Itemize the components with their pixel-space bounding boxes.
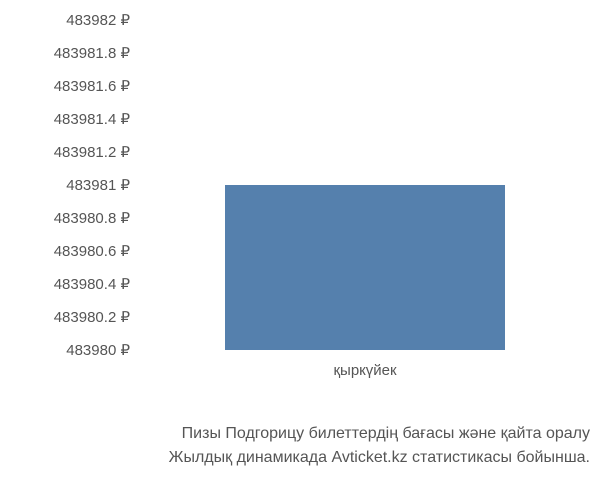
caption-line-1: Пизы Подгорицу билеттердің бағасы және қ… [169,422,590,446]
y-tick-label: 483981 ₽ [66,176,130,194]
y-axis: 483982 ₽483981.8 ₽483981.6 ₽483981.4 ₽48… [0,20,140,350]
y-tick-label: 483980.8 ₽ [54,209,130,227]
chart-caption: Пизы Подгорицу билеттердің бағасы және қ… [169,422,590,470]
y-tick-label: 483981.2 ₽ [54,143,130,161]
y-tick-label: 483981.8 ₽ [54,44,130,62]
y-tick-label: 483981.6 ₽ [54,77,130,95]
caption-line-2: Жылдық динамикада Avticket.kz статистика… [169,446,590,470]
y-tick-label: 483980.2 ₽ [54,308,130,326]
y-tick-label: 483980.6 ₽ [54,242,130,260]
bar [225,185,505,350]
plot-area: қыркүйек [150,20,580,350]
y-tick-label: 483980 ₽ [66,341,130,359]
chart-area: 483982 ₽483981.8 ₽483981.6 ₽483981.4 ₽48… [0,20,600,380]
y-tick-label: 483982 ₽ [66,11,130,29]
y-tick-label: 483981.4 ₽ [54,110,130,128]
y-tick-label: 483980.4 ₽ [54,275,130,293]
x-tick-label: қыркүйек [333,362,396,379]
